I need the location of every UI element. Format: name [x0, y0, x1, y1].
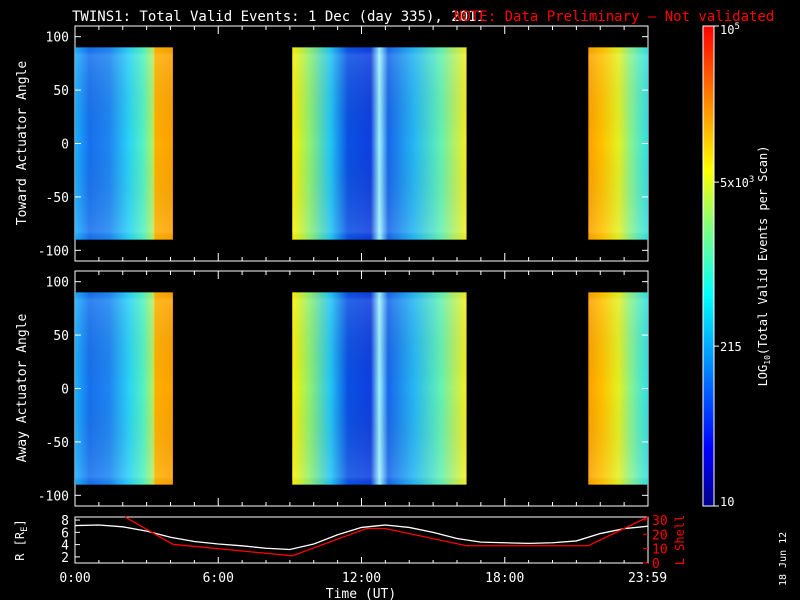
xlabel-time: Time (UT) — [326, 587, 396, 600]
heatmap-block-shade-toward-2 — [292, 47, 467, 240]
ytick-label-toward: -50 — [46, 191, 69, 206]
colorbar-tick-base: 215 — [720, 340, 742, 354]
colorbar-title-pre: LOG — [756, 365, 770, 387]
colorbar-tick-label: 215 — [720, 340, 742, 354]
ylabel-away: Away Actuator Angle — [15, 313, 30, 462]
side-date: 18 Jun 12 — [778, 532, 789, 586]
ytick-label-lshell: 20 — [652, 528, 668, 543]
heatmap-block-shade-away-1 — [75, 292, 173, 485]
orbit-lines — [74, 516, 649, 557]
ylabel-radius-close: ] — [13, 519, 27, 526]
ytick-label-away: 50 — [53, 329, 69, 344]
ytick-label-away: 0 — [61, 383, 69, 398]
ytick-label-lshell: 30 — [652, 514, 668, 529]
colorbar-title-sub: 10 — [763, 355, 772, 365]
colorbar-tick-label: 105 — [720, 22, 740, 37]
series-r-line — [74, 524, 649, 551]
xtick-label-time: 6:00 — [203, 571, 234, 586]
heatmap-block-shade-away-2 — [292, 292, 467, 485]
colorbar-tick-sup: 5 — [734, 22, 739, 32]
heatmap-away — [75, 292, 648, 485]
heatmap-block-shade-toward-3 — [588, 47, 648, 240]
ytick-label-away: 100 — [46, 276, 69, 291]
ylabel-radius-main: R [R — [13, 531, 27, 561]
ytick-label-lshell: 10 — [652, 543, 668, 558]
colorbar — [702, 25, 715, 507]
colorbar-title-post: (Total Valid Events per Scan) — [756, 146, 770, 356]
chart-title: TWINS1: Total Valid Events: 1 Dec (day 3… — [72, 9, 485, 25]
ytick-label-toward: 100 — [46, 31, 69, 46]
ytick-label-lshell: 0 — [652, 557, 660, 572]
heatmap-block-shade-toward-1 — [75, 47, 173, 240]
xtick-label-time: 18:00 — [485, 571, 524, 586]
ytick-label-toward: 0 — [61, 138, 69, 153]
series-lshell-line — [124, 516, 649, 557]
ytick-label-radius: 8 — [61, 514, 69, 529]
ytick-label-radius: 6 — [61, 526, 69, 541]
colorbar-tick-label: 5x103 — [720, 175, 754, 190]
ytick-label-away: -50 — [46, 436, 69, 451]
ytick-label-toward: 50 — [53, 84, 69, 99]
ytick-label-away: -100 — [38, 489, 69, 504]
ytick-label-toward: -100 — [38, 244, 69, 259]
ylabel-radius: R [RE] — [13, 519, 30, 561]
ylabel-toward: Toward Actuator Angle — [15, 61, 30, 226]
heatmap-block-shade-away-3 — [588, 292, 648, 485]
colorbar-tick-base: 10 — [720, 23, 734, 37]
colorbar-tick-label: 10 — [720, 495, 734, 509]
ylabel-radius-sub: E — [20, 526, 30, 531]
xtick-label-time: 23:59 — [628, 571, 667, 586]
panel-orbit-frame — [74, 516, 649, 564]
colorbar-tick-mult: 5x — [720, 176, 734, 190]
heatmap-toward — [75, 47, 648, 240]
xtick-label-time: 12:00 — [342, 571, 381, 586]
ytick-label-radius: 4 — [61, 539, 69, 554]
colorbar-title: LOG10(Total Valid Events per Scan) — [756, 146, 772, 387]
colorbar-tick-base: 10 — [734, 176, 748, 190]
colorbar-tick-sup: 3 — [749, 175, 754, 185]
ytick-label-radius: 2 — [61, 551, 69, 566]
ylabel-lshell: L Shell — [673, 515, 687, 566]
xtick-label-time: 0:00 — [59, 571, 90, 586]
preliminary-note: NOTE: Data Preliminary – Not validated — [454, 9, 774, 25]
colorbar-tick-base: 10 — [720, 495, 734, 509]
